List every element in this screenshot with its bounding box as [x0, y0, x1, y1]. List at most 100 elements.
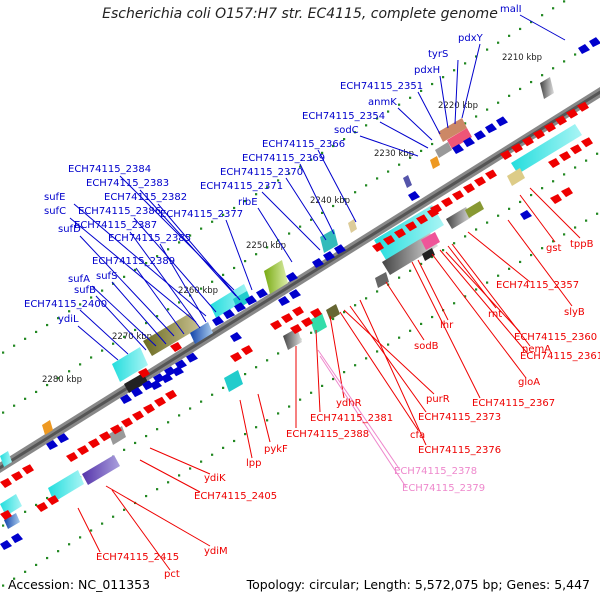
- forward-gene-arrow: [578, 44, 590, 54]
- cds-block: [112, 347, 148, 382]
- forward-gene-arrow: [0, 540, 12, 550]
- gene-label-forward[interactable]: ECH74115_2351: [340, 81, 423, 92]
- gene-label-reverse[interactable]: lhr: [440, 320, 454, 331]
- forward-gene-arrow: [11, 533, 23, 544]
- track-dot: [464, 62, 467, 65]
- gene-label-reverse[interactable]: ydhR: [336, 398, 362, 409]
- leader-line: [79, 309, 129, 355]
- track-dot: [178, 414, 181, 417]
- gene-label-forward[interactable]: sodC: [334, 125, 359, 136]
- gene-label-reverse[interactable]: nemA: [522, 344, 551, 355]
- reverse-gene-arrow: [485, 169, 497, 180]
- cds-block: [430, 156, 440, 169]
- gene-label-forward[interactable]: ECH74115_2385: [108, 233, 191, 244]
- gene-label-forward[interactable]: sufA: [68, 274, 90, 285]
- gene-label-reverse[interactable]: ECH74115_2405: [194, 491, 277, 502]
- gene-label-forward[interactable]: sufE: [44, 192, 65, 203]
- leader-line: [317, 149, 357, 223]
- gene-label-reverse[interactable]: ydiM: [204, 546, 228, 557]
- gene-label-reverse[interactable]: pct: [164, 569, 180, 580]
- leader-line: [299, 163, 335, 235]
- leader-line: [507, 219, 573, 307]
- reverse-gene-arrow: [310, 308, 322, 318]
- cds-block: [540, 77, 554, 99]
- track-dot: [277, 179, 280, 182]
- reverse-gene-arrow: [522, 136, 534, 147]
- reverse-gene-arrow: [559, 151, 571, 162]
- gene-label-reverse[interactable]: ydiK: [204, 473, 226, 484]
- gene-label-reverse[interactable]: pykF: [264, 444, 288, 455]
- gene-label-pseudo[interactable]: ECH74115_2379: [402, 483, 485, 494]
- gene-label-forward[interactable]: sufB: [74, 285, 96, 296]
- gene-label-reverse[interactable]: ECH74115_2360: [514, 332, 597, 343]
- track-dot: [497, 214, 500, 217]
- gene-label-forward[interactable]: ECH74115_2371: [200, 181, 283, 192]
- gene-label-forward[interactable]: ECH74115_2370: [220, 167, 303, 178]
- gene-label-reverse[interactable]: ECH74115_2357: [496, 280, 579, 291]
- gene-label-forward[interactable]: ydiL: [58, 314, 79, 325]
- track-dot: [519, 87, 522, 91]
- reverse-gene-arrow: [463, 183, 475, 194]
- gene-label-forward[interactable]: ECH74115_2387: [74, 220, 157, 231]
- gene-label-forward[interactable]: tyrS: [428, 49, 448, 60]
- track-dot: [13, 577, 16, 580]
- track-dot: [288, 405, 291, 408]
- cds-block: [507, 168, 525, 186]
- gene-label-forward[interactable]: ECH74115_2377: [160, 209, 243, 220]
- track-dot: [145, 321, 148, 325]
- gene-label-forward[interactable]: ECH74115_2383: [86, 178, 169, 189]
- track-dot: [145, 494, 148, 498]
- gene-label-forward[interactable]: malI: [500, 4, 522, 15]
- track-dot: [387, 110, 390, 113]
- gene-label-reverse[interactable]: ECH74115_2373: [418, 412, 501, 423]
- reverse-gene-arrow: [550, 194, 562, 204]
- gene-label-reverse[interactable]: ECH74115_2376: [418, 445, 501, 456]
- gene-label-forward[interactable]: ECH74115_2400: [24, 299, 107, 310]
- gene-label-forward[interactable]: sufC: [44, 206, 66, 217]
- gene-label-forward[interactable]: ECH74115_2366: [262, 139, 345, 150]
- gene-label-forward[interactable]: pdxY: [458, 33, 484, 44]
- gene-label-reverse[interactable]: ECH74115_2367: [472, 398, 555, 409]
- gene-label-forward[interactable]: ECH74115_2386: [78, 206, 161, 217]
- gene-label-reverse[interactable]: rnt: [488, 309, 502, 320]
- track-dot: [563, 0, 566, 3]
- track-dot: [541, 187, 544, 190]
- gene-label-reverse[interactable]: lpp: [246, 458, 261, 469]
- gene-label-forward[interactable]: anmK: [368, 97, 397, 108]
- gene-label-reverse[interactable]: ECH74115_2388: [286, 429, 369, 440]
- gene-label-reverse[interactable]: tppB: [570, 239, 594, 250]
- gene-label-reverse[interactable]: purR: [426, 394, 450, 405]
- track-dot: [68, 310, 71, 313]
- gene-label-forward[interactable]: ECH74115_2382: [104, 192, 187, 203]
- gene-label-forward[interactable]: ECH74115_2389: [92, 256, 175, 267]
- gene-label-forward[interactable]: sufS: [96, 271, 117, 282]
- leader-line: [261, 191, 321, 251]
- gene-label-reverse[interactable]: slyB: [564, 307, 585, 318]
- track-dot: [343, 138, 346, 141]
- gene-label-pseudo[interactable]: ECH74115_2378: [394, 466, 477, 477]
- track-dot: [134, 328, 137, 332]
- gene-label-reverse[interactable]: sodB: [414, 341, 439, 352]
- gene-label-forward[interactable]: ECH74115_2369: [242, 153, 325, 164]
- gene-label-forward[interactable]: ECH74115_2354: [302, 111, 385, 122]
- gene-label-reverse[interactable]: ECH74115_2415: [96, 552, 179, 563]
- gene-label-reverse[interactable]: ECH74115_2361: [520, 351, 600, 362]
- track-dot: [486, 221, 489, 224]
- track-dot: [167, 421, 170, 424]
- gene-label-forward[interactable]: ribE: [238, 197, 258, 208]
- gene-label-reverse[interactable]: ECH74115_2381: [310, 413, 393, 424]
- tick-label: 2280 kbp: [42, 375, 82, 385]
- tick-label: 2210 kbp: [502, 53, 542, 63]
- gene-label-forward[interactable]: ECH74115_2384: [68, 164, 151, 175]
- track-dot: [156, 315, 159, 318]
- track-dot: [519, 27, 522, 31]
- leader-line: [79, 235, 175, 337]
- track-dot: [79, 536, 82, 539]
- cds-block: [421, 232, 440, 250]
- gene-label-reverse[interactable]: cfa: [410, 430, 425, 441]
- gene-label-forward[interactable]: sufD: [58, 224, 81, 235]
- gene-label-forward[interactable]: pdxH: [414, 65, 440, 76]
- gene-label-reverse[interactable]: gloA: [518, 377, 540, 388]
- track-dot: [123, 508, 126, 511]
- gene-label-reverse[interactable]: gst: [546, 243, 562, 254]
